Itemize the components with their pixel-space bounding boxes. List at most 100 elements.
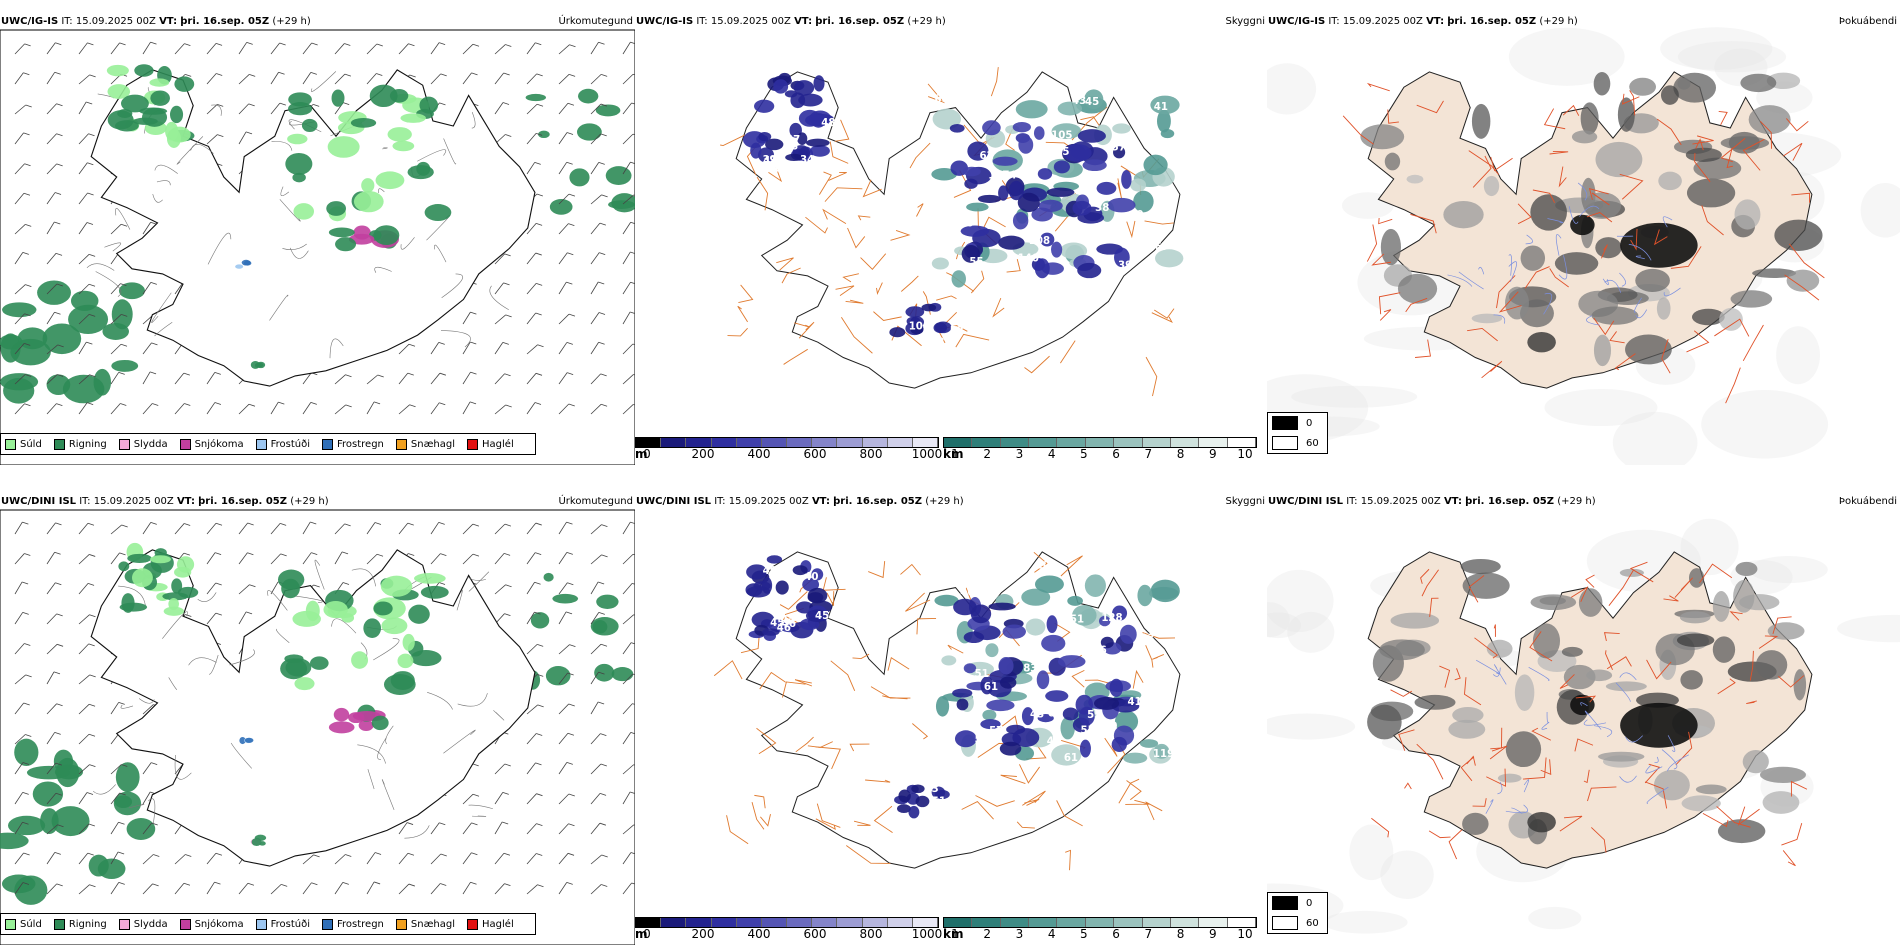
cloud-base-number: 68 (977, 782, 991, 793)
cloud-base-number: 13 (1140, 633, 1154, 644)
colorbar-tick-label: 1 (951, 447, 959, 461)
cloud-base-number: 55 (1081, 725, 1095, 736)
colorbar-segment (887, 918, 913, 927)
legend-item: Slydda (118, 918, 168, 930)
legend-swatch (322, 918, 333, 930)
legend-swatch (5, 438, 16, 450)
cloud-base-number: 55 (969, 257, 983, 268)
cloud-base-number: 51 (1063, 229, 1077, 240)
cloud-base-number: 61 (823, 124, 837, 135)
fog-legend-item: 60 (1268, 913, 1327, 933)
colorbar-unit: m (635, 927, 648, 941)
cloud-base-number: 40 (804, 572, 818, 583)
colorbar-segment (1085, 918, 1115, 927)
cloud-base-number: 41 (763, 156, 777, 167)
cloud-base-number: 60 (1129, 210, 1143, 221)
precip-map (0, 29, 635, 465)
legend-swatch (395, 918, 407, 930)
cloud-base-number: 89 (936, 142, 950, 153)
precip-panel-dini: UWC/DINI ISL IT: 15.09.2025 00Z VT: þri.… (0, 494, 635, 945)
cloud-panel-igis: UWC/IG-IS IT: 15.09.2025 00Z VT: þri. 16… (635, 14, 1267, 465)
cloud-base-number: 44 (781, 615, 795, 626)
legend-label: Rigning (68, 438, 107, 450)
cloud-base-number: 51 (975, 669, 989, 680)
legend-item: Rigning (53, 438, 107, 450)
cloud-base-number: 47 (786, 135, 800, 146)
legend-label: Snæhagl (410, 438, 456, 450)
cloud-base-number: 45 (925, 807, 939, 818)
fog-legend-swatch (1272, 896, 1298, 910)
cloud-base-number: 43 (1072, 96, 1086, 107)
colorbar-segment (736, 918, 762, 927)
colorbar-segment (686, 918, 712, 927)
colorbar-segment (686, 438, 712, 447)
colorbar-tick-label: 10 (1237, 447, 1253, 461)
cloud-base-number: 76 (1108, 654, 1122, 665)
colorbar-segment (711, 438, 737, 447)
colorbar-unit: km (943, 927, 964, 941)
cloud-base-number: 40 (959, 219, 973, 230)
cloud-base-number: 108 (1029, 236, 1050, 247)
colorbar-segment (1114, 918, 1143, 927)
colorbar-tick-label: 1 (951, 927, 959, 941)
legend-item: Snjókoma (179, 438, 244, 450)
legend-item: Snjókoma (179, 918, 244, 930)
cloud-base-number: 45 (1149, 775, 1163, 786)
cloud-base-number: 68 (784, 141, 798, 152)
fog-legend-item: 0 (1268, 893, 1327, 913)
cloud-base-number: 51 (1119, 662, 1133, 673)
colorbar-tick-label: 6 (1112, 447, 1120, 461)
cloud-base-number: 42 (1017, 289, 1031, 300)
legend-item: Slydda (118, 438, 168, 450)
cloud-base-number: 46 (782, 619, 796, 630)
colorbar-segment (972, 438, 1001, 447)
legend-label: Rigning (68, 918, 107, 930)
legend-item: Frostregn (322, 438, 384, 450)
fog-legend: 0 60 (1267, 892, 1328, 934)
cloud-base-number: 65 (934, 94, 948, 105)
fog-legend-label: 0 (1306, 417, 1313, 429)
cloud-base-number: 35 (937, 338, 951, 349)
legend-item: Rigning (53, 918, 107, 930)
cloud-base-number: 72 (933, 635, 947, 646)
colorbar-segment (1085, 438, 1115, 447)
legend-label: Snjókoma (194, 438, 244, 450)
legend-item: Súld (5, 438, 42, 450)
cloud-base-number: 36 (1010, 309, 1024, 320)
colorbar-strip (635, 917, 939, 928)
colorbar-segment (787, 918, 813, 927)
precip-panel-igis: UWC/IG-IS IT: 15.09.2025 00Z VT: þri. 16… (0, 14, 635, 465)
legend-label: Frostregn (337, 438, 384, 450)
legend-item: Haglél (467, 918, 514, 930)
colorbar-segment (787, 438, 813, 447)
colorbar-tick-label: 400 (747, 447, 771, 461)
colorbar-tick-label: 800 (859, 927, 883, 941)
cloud-base-number: 56 (975, 735, 989, 746)
legend-swatch (255, 918, 267, 930)
colorbar-segment (862, 438, 888, 447)
cloud-base-number: 74 (1002, 170, 1016, 181)
legend-label: Haglél (482, 918, 514, 930)
cloud-base-number: 101 (1036, 561, 1057, 572)
legend-swatch (118, 918, 130, 930)
cloud-base-number: 52 (926, 606, 940, 617)
legend-label: Snjókoma (194, 918, 244, 930)
fog-legend-label: 60 (1306, 437, 1319, 449)
cloud-base-number: 76 (947, 721, 961, 732)
cloud-base-number: 62 (980, 151, 994, 162)
panel-title: Þokuábendi (1838, 496, 1897, 507)
colorbar-segment (1000, 918, 1030, 927)
legend-swatch (53, 918, 65, 930)
cloud-base-number: 61 (1064, 753, 1078, 764)
cloud-base-number: 107 (905, 827, 926, 838)
panel-title: Skyggni (1225, 496, 1265, 507)
colorbar-tick-label: 7 (1144, 927, 1153, 941)
cloud-base-number: 38 (1095, 203, 1109, 214)
cloud-base-number: 39 (801, 165, 815, 176)
cloud-base-colorbar: m 0 200 400 600 800 1000 (635, 917, 945, 943)
cloud-base-number: 49 (763, 566, 777, 577)
colorbar-strip (943, 437, 1257, 448)
colorbar-unit: km (943, 447, 964, 461)
cloud-base-number: 34 (800, 155, 814, 166)
